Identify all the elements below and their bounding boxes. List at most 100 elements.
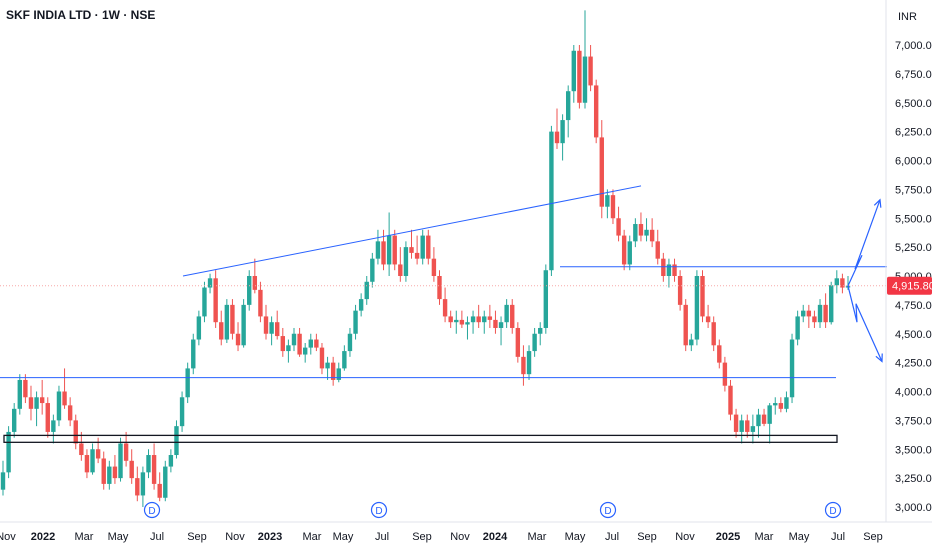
candle (577, 45, 582, 109)
candle-body (252, 276, 258, 290)
candle (129, 449, 134, 484)
candle (510, 299, 515, 334)
candle-body (45, 403, 50, 432)
candle (526, 345, 532, 380)
price-tick-label: 5,250.00 (895, 242, 932, 254)
candle (834, 270, 840, 294)
candle-body (448, 316, 453, 323)
candle (694, 270, 700, 346)
candle-body (437, 276, 442, 300)
candle-body (28, 397, 34, 409)
candle-body (605, 195, 610, 207)
candle-body (565, 91, 571, 121)
candle (711, 316, 716, 352)
dividend-marker[interactable]: D (143, 501, 161, 519)
candle-body (482, 316, 487, 323)
candle-body (649, 229, 655, 242)
candle (773, 397, 778, 415)
price-tick-label: 4,000.00 (895, 387, 932, 399)
candle-body (107, 466, 112, 484)
candle-body (196, 316, 202, 340)
dividend-marker[interactable]: D (824, 501, 842, 519)
candle (319, 342, 325, 375)
candle-body (532, 333, 537, 352)
dividend-marker[interactable]: D (599, 501, 617, 519)
candle (230, 299, 235, 340)
candle (28, 385, 34, 421)
candle-body (353, 310, 358, 334)
candle (560, 114, 565, 161)
time-tick-label: 2023 (258, 531, 282, 543)
candle (801, 304, 806, 323)
candle-body (806, 310, 812, 317)
candle-body (739, 420, 744, 432)
candle (459, 310, 465, 328)
bullish-projection-path[interactable] (847, 199, 881, 287)
time-tick-label: Jul (375, 531, 389, 543)
candle (263, 304, 269, 340)
candle-body (610, 195, 616, 219)
price-tick-label: 6,250.00 (895, 127, 932, 139)
candle (616, 206, 621, 242)
candle-body (62, 391, 67, 406)
candle (644, 218, 649, 242)
candle (767, 403, 772, 444)
candle (275, 310, 280, 340)
candle (761, 408, 767, 427)
support-zone-rectangle[interactable] (3, 434, 838, 443)
price-tick-label: 4,500.00 (895, 329, 932, 341)
candle-body (79, 443, 84, 456)
candle (817, 299, 823, 328)
candle (342, 345, 347, 371)
candle (185, 362, 190, 404)
candle-body (291, 333, 297, 346)
candle-body (454, 319, 459, 323)
last-price-marker: 4,915.80 (887, 276, 932, 295)
dividend-marker[interactable]: D (370, 501, 388, 519)
price-tick-label: 5,500.00 (895, 213, 932, 225)
candle (666, 258, 672, 288)
candle-body (95, 449, 101, 459)
candle-body (386, 235, 392, 265)
time-axis[interactable]: Nov 2022 Mar May Jul Sep Nov 2023 Mar May Jul Sep No… (0, 531, 883, 543)
bearish-projection-path[interactable] (847, 285, 883, 362)
candle (247, 270, 252, 311)
candle (207, 273, 213, 294)
candle-body (235, 333, 241, 346)
candle-body (163, 466, 168, 498)
dividend-circle (143, 501, 161, 519)
trendline[interactable] (182, 185, 642, 277)
price-tick-label: 3,000.00 (895, 502, 932, 514)
candle-body (817, 304, 823, 323)
candle (241, 299, 246, 348)
candle (235, 322, 241, 352)
candle-body (6, 431, 11, 473)
candle-body (778, 403, 784, 409)
candle (308, 333, 313, 355)
candle (487, 304, 493, 328)
candle (330, 356, 336, 386)
last-price-tag (887, 276, 932, 295)
drawings-layer (0, 185, 887, 443)
candle (291, 327, 297, 352)
candle-body (263, 316, 269, 334)
candle (605, 189, 610, 219)
time-tick-label: Mar (303, 531, 322, 543)
candle (101, 451, 106, 490)
candle (420, 229, 425, 265)
candle (722, 356, 728, 392)
candle (571, 45, 576, 103)
candle (588, 45, 593, 92)
candle-body (756, 414, 761, 427)
candle (73, 414, 78, 450)
candle (739, 414, 744, 444)
candle (11, 403, 17, 438)
candle-body (101, 458, 106, 484)
price-axis[interactable]: 3,000.00 3,250.00 3,500.00 3,750.00 4,000.00… (895, 40, 932, 514)
candle-body (515, 327, 521, 357)
price-tick-label: 6,500.00 (895, 98, 932, 110)
candle-body (717, 345, 722, 363)
candle-body (661, 258, 666, 276)
